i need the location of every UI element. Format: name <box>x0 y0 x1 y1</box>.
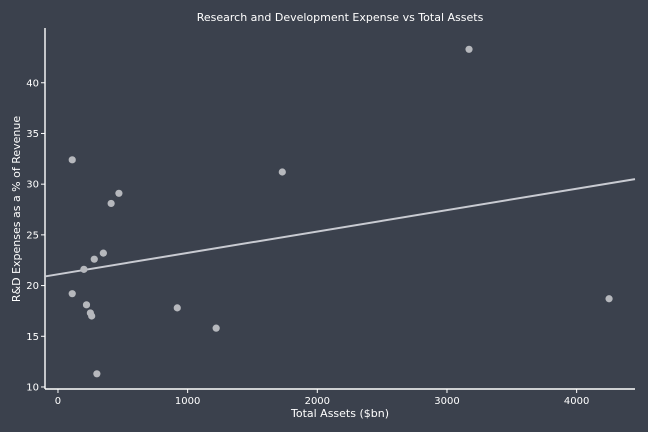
trendline <box>44 178 636 278</box>
y-tick-label: 30 <box>26 180 39 191</box>
y-tick-label: 20 <box>26 281 39 292</box>
axes: 0 1000 2000 3000 4000 10 15 20 25 30 35 40 <box>26 28 635 407</box>
data-point <box>68 290 76 298</box>
data-point <box>82 301 91 309</box>
data-point <box>212 324 220 332</box>
data-point <box>68 156 76 164</box>
x-tick-label: 2000 <box>305 396 330 407</box>
data-point <box>605 295 613 303</box>
points-layer <box>68 45 613 378</box>
y-tick-label: 15 <box>26 332 39 343</box>
y-tick-label: 10 <box>26 382 39 393</box>
data-point <box>88 312 96 320</box>
y-tick-label: 35 <box>26 129 39 140</box>
y-tick-label: 25 <box>26 230 39 241</box>
data-point <box>93 370 101 378</box>
data-point <box>278 168 286 176</box>
x-tick-label: 3000 <box>434 396 459 407</box>
data-point <box>107 199 115 208</box>
chart-title: Research and Development Expense vs Tota… <box>197 11 484 24</box>
data-point <box>90 255 98 263</box>
y-tick-label: 40 <box>26 78 39 89</box>
x-tick-label: 4000 <box>564 396 589 407</box>
data-point <box>465 45 473 53</box>
x-axis-title: Total Assets ($bn) <box>290 407 389 420</box>
data-point <box>80 265 88 273</box>
data-point <box>173 304 181 312</box>
x-tick-label: 1000 <box>175 396 200 407</box>
data-point <box>99 249 107 257</box>
x-tick-label: 0 <box>55 396 61 407</box>
data-point <box>115 189 123 197</box>
y-axis-title: R&D Expenses as a % of Revenue <box>10 116 23 302</box>
trendline-layer <box>44 178 636 278</box>
